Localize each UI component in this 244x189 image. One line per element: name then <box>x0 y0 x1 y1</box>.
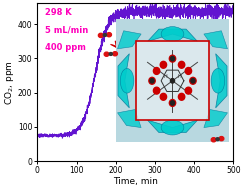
Text: 5 mL/min: 5 mL/min <box>45 26 88 35</box>
Text: 298 K: 298 K <box>45 8 72 17</box>
Circle shape <box>103 34 107 36</box>
Circle shape <box>104 52 109 56</box>
Circle shape <box>107 33 112 37</box>
Circle shape <box>113 52 117 56</box>
Circle shape <box>216 138 219 141</box>
X-axis label: Time, min: Time, min <box>113 177 158 186</box>
Y-axis label: CO$_2$, ppm: CO$_2$, ppm <box>3 60 17 105</box>
Circle shape <box>109 53 112 55</box>
Circle shape <box>98 33 103 37</box>
Text: 400 ppm: 400 ppm <box>45 43 86 52</box>
Circle shape <box>211 138 216 142</box>
Circle shape <box>219 136 224 141</box>
